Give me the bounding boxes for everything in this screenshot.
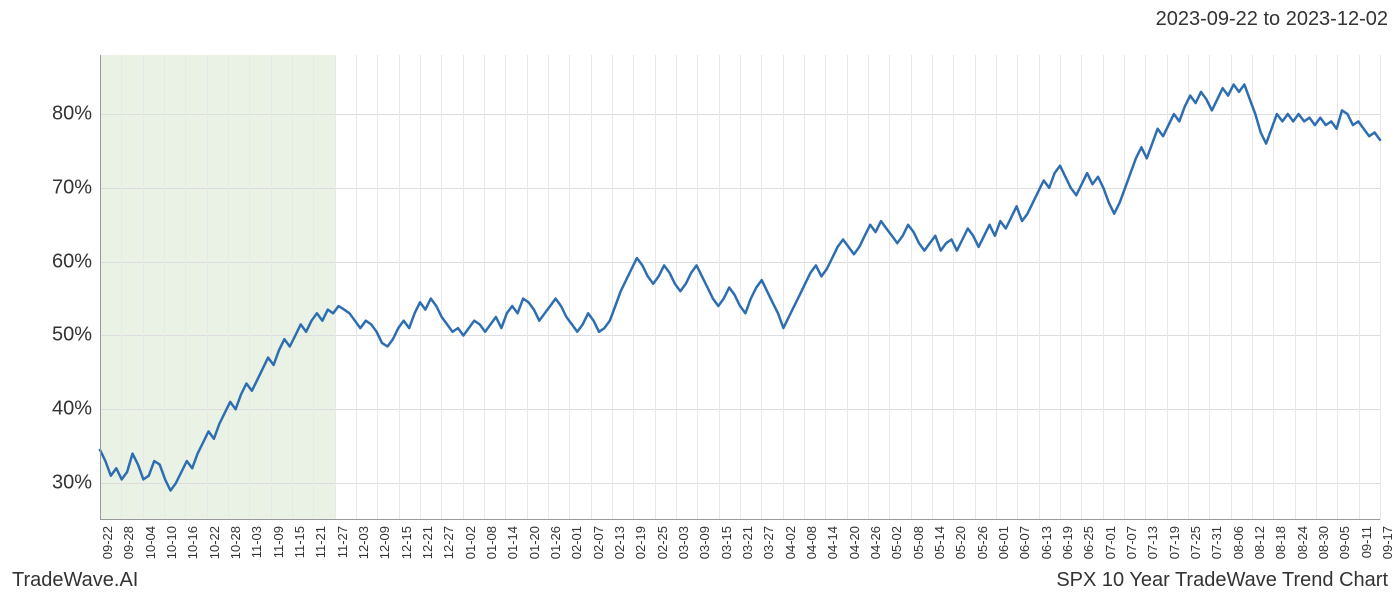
x-tick-label: 02-07: [591, 526, 606, 559]
x-tick-label: 03-09: [697, 526, 712, 559]
x-tick-label: 07-13: [1145, 526, 1160, 559]
x-tick-label: 11-27: [335, 526, 350, 558]
x-tick-label: 12-27: [441, 526, 456, 559]
x-tick-label: 09-28: [121, 526, 136, 559]
x-tick-label: 03-21: [740, 526, 755, 559]
line-plot: [100, 55, 1380, 520]
x-tick-label: 08-24: [1295, 526, 1310, 559]
x-tick-label: 07-25: [1188, 526, 1203, 559]
x-tick-label: 11-03: [249, 526, 264, 558]
x-tick-label: 09-11: [1359, 526, 1374, 558]
x-tick-label: 08-18: [1273, 526, 1288, 559]
x-tick-label: 10-16: [185, 526, 200, 559]
x-tick-label: 12-21: [420, 526, 435, 559]
x-tick-label: 07-07: [1124, 526, 1139, 559]
x-tick-label: 06-01: [996, 526, 1011, 559]
x-tick-label: 11-15: [292, 526, 307, 558]
x-tick-label: 04-20: [847, 526, 862, 559]
x-tick-label: 02-13: [612, 526, 627, 559]
y-tick-label: 80%: [52, 103, 92, 126]
x-tick-label: 08-06: [1231, 526, 1246, 559]
date-range-label: 2023-09-22 to 2023-12-02: [1156, 8, 1388, 31]
x-tick-label: 03-15: [719, 526, 734, 559]
x-tick-label: 11-09: [271, 526, 286, 558]
x-tick-label: 11-21: [313, 526, 328, 558]
x-tick-label: 05-20: [953, 526, 968, 559]
x-tick-label: 04-08: [804, 526, 819, 559]
y-tick-label: 70%: [52, 176, 92, 199]
x-tick-label: 09-05: [1337, 526, 1352, 559]
x-tick-label: 10-04: [143, 526, 158, 559]
footer-chart-title: SPX 10 Year TradeWave Trend Chart: [1056, 569, 1388, 592]
x-tick-label: 01-02: [463, 526, 478, 559]
x-tick-label: 04-26: [868, 526, 883, 559]
x-tick-label: 05-02: [889, 526, 904, 559]
x-tick-label: 06-07: [1017, 526, 1032, 559]
x-tick-label: 02-01: [569, 526, 584, 559]
x-tick-label: 01-20: [527, 526, 542, 559]
x-tick-label: 07-31: [1209, 526, 1224, 559]
x-tick-label: 01-26: [548, 526, 563, 559]
x-tick-label: 06-19: [1060, 526, 1075, 559]
x-tick-label: 12-15: [399, 526, 414, 559]
x-tick-label: 09-17: [1380, 526, 1395, 559]
x-tick-label: 12-09: [377, 526, 392, 559]
x-tick-label: 02-19: [633, 526, 648, 559]
x-tick-label: 05-14: [932, 526, 947, 559]
x-tick-label: 09-22: [100, 526, 115, 559]
x-tick-label: 08-30: [1316, 526, 1331, 559]
x-tick-label: 04-02: [783, 526, 798, 559]
x-tick-label: 06-25: [1081, 526, 1096, 559]
x-tick-label: 07-19: [1167, 526, 1182, 559]
footer-brand: TradeWave.AI: [12, 569, 138, 592]
x-tick-label: 12-03: [356, 526, 371, 559]
x-tick-label: 03-27: [761, 526, 776, 559]
x-tick-label: 06-13: [1039, 526, 1054, 559]
x-tick-label: 10-28: [228, 526, 243, 559]
y-tick-label: 40%: [52, 398, 92, 421]
trend-chart: 30%40%50%60%70%80% 09-2209-2810-0410-101…: [100, 55, 1380, 520]
x-tick-label: 03-03: [676, 526, 691, 559]
x-tick-label: 08-12: [1252, 526, 1267, 559]
x-tick-label: 01-08: [484, 526, 499, 559]
y-tick-label: 50%: [52, 324, 92, 347]
x-tick-label: 07-01: [1103, 526, 1118, 559]
x-tick-label: 04-14: [825, 526, 840, 559]
x-tick-label: 10-22: [207, 526, 222, 559]
x-tick-label: 05-26: [975, 526, 990, 559]
x-tick-label: 02-25: [655, 526, 670, 559]
x-tick-label: 05-08: [911, 526, 926, 559]
x-tick-label: 10-10: [164, 526, 179, 559]
y-tick-label: 30%: [52, 472, 92, 495]
y-tick-label: 60%: [52, 250, 92, 273]
x-tick-label: 01-14: [505, 526, 520, 559]
